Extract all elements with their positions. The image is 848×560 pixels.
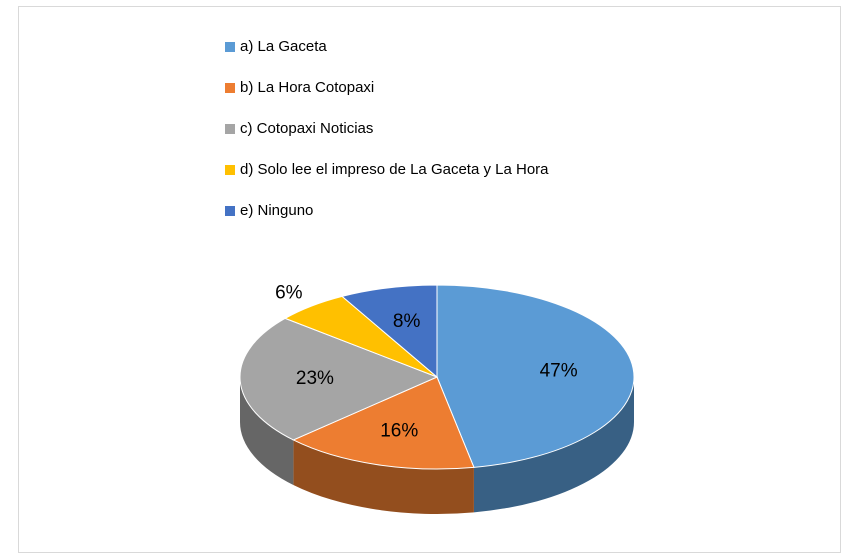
legend-label: e) Ninguno: [240, 202, 313, 219]
data-label: 16%: [380, 420, 418, 441]
slice-side: [240, 377, 294, 485]
data-label: 23%: [296, 368, 334, 389]
legend-label: a) La Gaceta: [240, 38, 327, 55]
data-label: 47%: [540, 361, 578, 382]
legend-label: c) Cotopaxi Noticias: [240, 120, 373, 137]
slice: [436, 284, 635, 468]
data-label: 8%: [393, 311, 421, 332]
legend-label: b) La Hora Cotopaxi: [240, 79, 374, 96]
slice: [239, 317, 439, 441]
legend-swatch: [225, 206, 235, 216]
legend-label: d) Solo lee el impreso de La Gaceta y La…: [240, 161, 549, 178]
data-label: 6%: [275, 282, 303, 303]
legend-swatch: [225, 42, 235, 52]
slice-side: [473, 377, 634, 513]
slice: [292, 376, 475, 470]
slice-side: [293, 439, 474, 514]
slice: [341, 284, 438, 379]
legend-swatch: [225, 83, 235, 93]
legend-swatch: [225, 124, 235, 134]
legend-swatch: [225, 165, 235, 175]
